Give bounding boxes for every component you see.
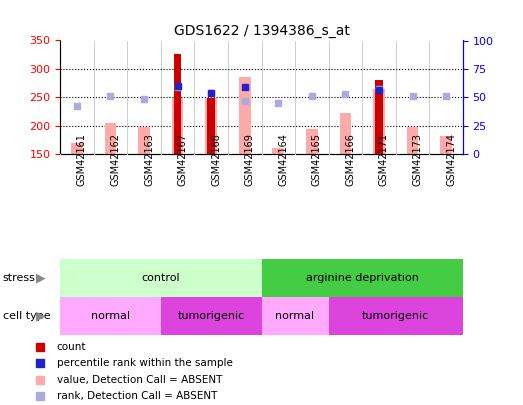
Text: GSM42168: GSM42168 <box>211 133 221 185</box>
Text: rank, Detection Call = ABSENT: rank, Detection Call = ABSENT <box>57 391 217 401</box>
Text: tumorigenic: tumorigenic <box>362 311 429 321</box>
Text: cell type: cell type <box>3 311 50 321</box>
Bar <box>60 259 262 297</box>
Bar <box>71 143 83 154</box>
Bar <box>161 297 262 335</box>
Bar <box>172 98 184 154</box>
Text: GSM42171: GSM42171 <box>379 133 389 186</box>
Text: GSM42163: GSM42163 <box>144 133 154 185</box>
Text: GSM42174: GSM42174 <box>446 133 456 186</box>
Text: GSM42164: GSM42164 <box>278 133 288 185</box>
Text: GSM42162: GSM42162 <box>110 133 120 186</box>
Bar <box>105 124 116 154</box>
Bar <box>206 98 217 154</box>
Text: control: control <box>142 273 180 283</box>
Text: ▶: ▶ <box>36 309 45 322</box>
Text: GSM42161: GSM42161 <box>77 133 87 185</box>
Text: GSM42173: GSM42173 <box>413 133 423 186</box>
Bar <box>373 89 385 154</box>
Text: count: count <box>57 342 86 352</box>
Bar <box>138 127 150 154</box>
Text: ▶: ▶ <box>36 271 45 284</box>
Bar <box>272 148 284 154</box>
Text: GSM42167: GSM42167 <box>178 133 188 186</box>
Text: GSM42169: GSM42169 <box>245 133 255 185</box>
Text: stress: stress <box>3 273 36 283</box>
Bar <box>207 98 215 154</box>
Text: value, Detection Call = ABSENT: value, Detection Call = ABSENT <box>57 375 222 385</box>
Bar <box>262 297 328 335</box>
Bar <box>339 113 351 154</box>
Text: GSM42165: GSM42165 <box>312 133 322 186</box>
Bar <box>328 297 463 335</box>
Text: tumorigenic: tumorigenic <box>177 311 245 321</box>
Bar <box>174 53 181 154</box>
Text: percentile rank within the sample: percentile rank within the sample <box>57 358 233 369</box>
Bar <box>306 129 317 154</box>
Bar <box>239 77 251 154</box>
Text: arginine deprivation: arginine deprivation <box>306 273 418 283</box>
Bar <box>407 127 418 154</box>
Title: GDS1622 / 1394386_s_at: GDS1622 / 1394386_s_at <box>174 24 349 38</box>
Text: normal: normal <box>276 311 315 321</box>
Bar <box>60 297 161 335</box>
Bar <box>440 136 452 154</box>
Bar <box>375 80 383 154</box>
Bar <box>262 259 463 297</box>
Text: normal: normal <box>91 311 130 321</box>
Text: GSM42166: GSM42166 <box>345 133 356 185</box>
